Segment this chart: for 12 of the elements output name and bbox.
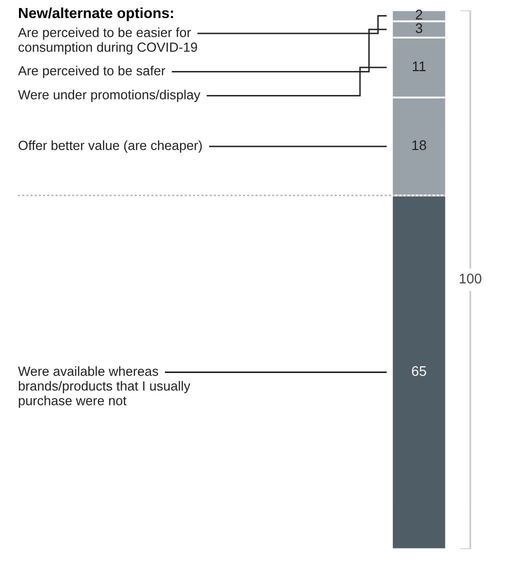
text: Were available whereas brands/products that I usually purchase were not	[18, 366, 190, 408]
text: Are perceived to be safer	[18, 66, 166, 78]
text: Are perceived to be easier for consumption during COVID-19	[18, 27, 198, 54]
text: New/alternate options:	[18, 7, 173, 22]
data-label: 65	[412, 366, 426, 376]
data-label: 18	[412, 140, 426, 150]
text: Were under promotions/display	[18, 90, 200, 102]
data-label: 2	[416, 10, 422, 20]
text: Offer better value (are cheaper)	[18, 140, 202, 153]
total-label: 100	[460, 274, 482, 284]
data-label: 3	[416, 23, 422, 34]
data-label: 11	[412, 62, 426, 72]
